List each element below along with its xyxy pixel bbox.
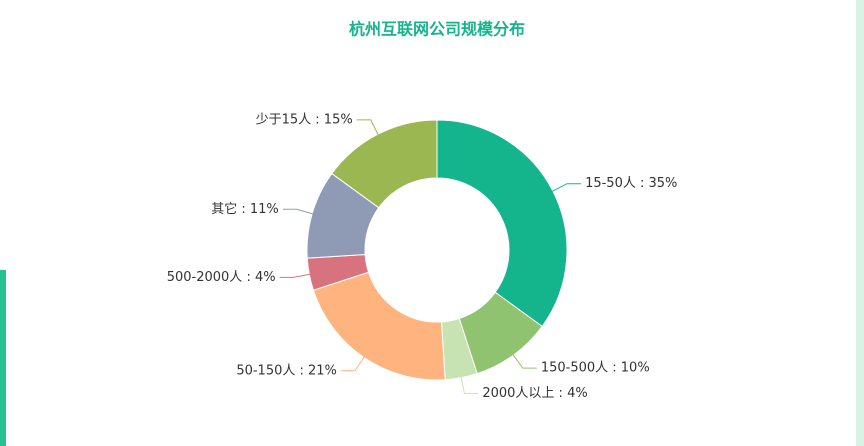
leader-line <box>282 208 317 216</box>
edge-decoration <box>856 0 864 446</box>
data-label: 2000人以上 : 4% <box>482 386 587 401</box>
data-label: 500-2000人 : 4% <box>167 270 276 285</box>
leader-line <box>340 353 367 372</box>
leader-line <box>356 119 381 138</box>
data-label: 150-500人 : 10% <box>541 361 650 376</box>
edge-decoration <box>0 270 6 446</box>
chart-title: 杭州互联网公司规模分布 <box>349 20 525 39</box>
data-label: 少于15人 : 15% <box>256 112 353 127</box>
donut-slice <box>331 119 438 209</box>
data-label: 50-150人 : 21% <box>236 363 337 378</box>
leader-line <box>510 351 537 369</box>
data-label: 15-50人 : 35% <box>585 176 677 191</box>
data-label: 其它 : 11% <box>211 201 279 217</box>
leader-line <box>279 273 314 278</box>
leader-line <box>549 183 582 194</box>
donut-slice <box>436 119 568 328</box>
leader-line <box>460 373 479 394</box>
donut-slice <box>312 271 446 381</box>
